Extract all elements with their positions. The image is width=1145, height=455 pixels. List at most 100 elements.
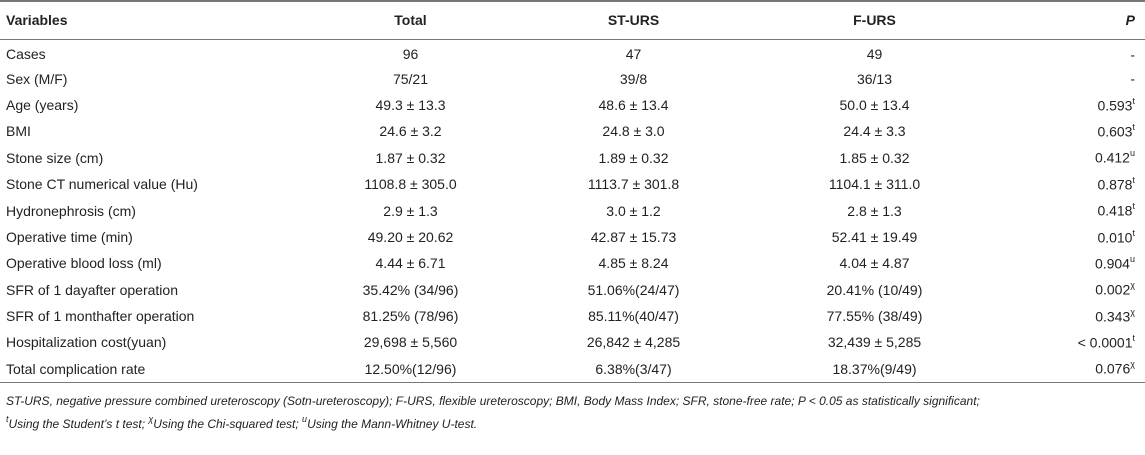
footnote-chi-text: Using the Chi-squared test; (153, 417, 303, 431)
cell-f-urs-text: 49 (866, 46, 883, 63)
cell-f-urs: 50.0 ± 13.4 (764, 92, 985, 118)
footnote-u-text: Using the Mann-Whitney U-test. (307, 417, 478, 431)
cell-st-urs: 3.0 ± 1.2 (503, 197, 764, 223)
cell-p: 0.343χ (985, 303, 1145, 329)
header-p: P (985, 0, 1145, 40)
cell-f-urs-text: 1104.1 ± 311.0 (828, 176, 921, 193)
cell-variable-text: Stone CT numerical value (Hu) (6, 176, 198, 193)
table-row: Sex (M/F) 75/21 39/8 36/13 - (0, 65, 1145, 91)
cell-p-text: - (1130, 70, 1135, 87)
p-test-mark: χ (1130, 306, 1135, 317)
cell-total: 49.3 ± 13.3 (318, 92, 503, 118)
cell-variable-text: Total complication rate (6, 360, 146, 377)
cell-st-urs-text: 51.06%(24/47) (587, 281, 680, 298)
p-test-mark: t (1132, 174, 1135, 185)
cell-p-text: 0.076 (1095, 360, 1131, 377)
header-row: Variables Total ST-URS F-URS P (0, 0, 1145, 40)
cell-variable: SFR of 1 monthafter operation (0, 303, 318, 329)
data-table: Variables Total ST-URS F-URS P Cases 96 47… (0, 0, 1145, 383)
p-test-mark: u (1129, 148, 1135, 159)
cell-total-text: 4.44 ± 6.71 (375, 255, 446, 272)
cell-f-urs-text: 32,439 ± 5,285 (827, 334, 922, 351)
cell-f-urs-text: 1.85 ± 0.32 (839, 149, 910, 166)
cell-variable: Stone size (cm) (0, 145, 318, 171)
cell-variable: Operative blood loss (ml) (0, 250, 318, 276)
cell-p: 0.878t (985, 171, 1145, 197)
cell-variable: Hospitalization cost(yuan) (0, 329, 318, 355)
cell-total-text: 29,698 ± 5,560 (363, 334, 458, 351)
cell-p-text: 0.412 (1094, 150, 1130, 167)
table-row: Age (years) 49.3 ± 13.3 48.6 ± 13.4 50.0 ± … (0, 92, 1145, 118)
cell-total: 49.20 ± 20.62 (318, 224, 503, 250)
footnote-t-mark: t (6, 414, 9, 424)
cell-total-text: 2.9 ± 1.3 (383, 202, 438, 219)
cell-p-text: 0.418 (1097, 202, 1133, 219)
p-test-mark: t (1132, 227, 1135, 238)
cell-variable-text: Operative blood loss (ml) (6, 255, 162, 272)
cell-p: 0.904u (985, 250, 1145, 276)
cell-st-urs: 1.89 ± 0.32 (503, 145, 764, 171)
cell-st-urs-text: 24.8 ± 3.0 (602, 123, 665, 140)
p-test-mark: χ (1130, 280, 1135, 291)
footnote-chi-mark: χ (148, 414, 154, 424)
cell-f-urs: 18.37%(9/49) (764, 355, 985, 383)
table-row: SFR of 1 dayafter operation 35.42% (34/96… (0, 277, 1145, 303)
cell-p: - (985, 65, 1145, 91)
footnote-t-text: Using the Student’s t test; (8, 417, 149, 431)
table-row: Operative time (min) 49.20 ± 20.62 42.87 ±… (0, 224, 1145, 250)
cell-variable: BMI (0, 118, 318, 144)
cell-st-urs-text: 1.89 ± 0.32 (598, 149, 669, 166)
footnote-abbreviations: ST-URS, negative pressure combined urete… (6, 394, 980, 408)
cell-st-urs: 47 (503, 39, 764, 65)
cell-st-urs: 51.06%(24/47) (503, 277, 764, 303)
cell-p: < 0.0001t (985, 329, 1145, 355)
cell-p: 0.412u (985, 145, 1145, 171)
cell-f-urs: 4.04 ± 4.87 (764, 250, 985, 276)
cell-p-text: 0.010 (1097, 229, 1133, 246)
cell-total-text: 24.6 ± 3.2 (379, 123, 442, 140)
cell-f-urs: 32,439 ± 5,285 (764, 329, 985, 355)
cell-total-text: 81.25% (78/96) (362, 308, 459, 325)
cell-variable-text: Operative time (min) (6, 228, 133, 245)
footnote-u-mark: u (302, 414, 308, 424)
cell-total-text: 35.42% (34/96) (362, 281, 459, 298)
p-test-mark: t (1132, 122, 1135, 133)
cell-st-urs-text: 47 (625, 46, 642, 63)
p-test-mark: u (1129, 253, 1135, 264)
cell-p: 0.418t (985, 197, 1145, 223)
cell-total: 81.25% (78/96) (318, 303, 503, 329)
cell-p: 0.076χ (985, 355, 1145, 383)
cell-st-urs-text: 48.6 ± 13.4 (598, 96, 669, 113)
cell-st-urs-text: 85.11%(40/47) (588, 308, 679, 325)
table-row: Stone CT numerical value (Hu) 1108.8 ± 30… (0, 171, 1145, 197)
cell-p: 0.593t (985, 92, 1145, 118)
table-row: Cases 96 47 49 - (0, 39, 1145, 65)
cell-variable-text: SFR of 1 dayafter operation (6, 281, 178, 298)
cell-st-urs-text: 42.87 ± 15.73 (590, 228, 677, 245)
p-test-mark: χ (1130, 359, 1135, 370)
cell-st-urs-text: 4.85 ± 8.24 (598, 255, 669, 272)
cell-total: 1108.8 ± 305.0 (318, 171, 503, 197)
cell-f-urs-text: 36/13 (856, 70, 893, 87)
table-row: SFR of 1 monthafter operation 81.25% (78/… (0, 303, 1145, 329)
cell-st-urs-text: 3.0 ± 1.2 (606, 202, 661, 219)
cell-f-urs-text: 77.55% (38/49) (826, 308, 923, 325)
cell-variable: Stone CT numerical value (Hu) (0, 171, 318, 197)
cell-total-text: 49.3 ± 13.3 (375, 96, 446, 113)
cell-total-text: 12.50%(12/96) (364, 360, 457, 377)
cell-f-urs-text: 24.4 ± 3.3 (843, 123, 906, 140)
cell-variable-text: Hydronephrosis (cm) (6, 202, 136, 219)
cell-variable-text: SFR of 1 monthafter operation (6, 308, 195, 325)
table-row: Operative blood loss (ml) 4.44 ± 6.71 4.85… (0, 250, 1145, 276)
cell-total: 12.50%(12/96) (318, 355, 503, 383)
cell-variable-text: Hospitalization cost(yuan) (6, 334, 167, 351)
table-row: Hospitalization cost(yuan) 29,698 ± 5,560… (0, 329, 1145, 355)
cell-st-urs: 42.87 ± 15.73 (503, 224, 764, 250)
cell-f-urs-text: 2.8 ± 1.3 (847, 202, 902, 219)
cell-p-text: - (1130, 46, 1135, 63)
cell-f-urs: 1.85 ± 0.32 (764, 145, 985, 171)
cell-p-text: 0.343 (1095, 308, 1131, 325)
cell-st-urs: 48.6 ± 13.4 (503, 92, 764, 118)
cell-p: 0.002χ (985, 277, 1145, 303)
